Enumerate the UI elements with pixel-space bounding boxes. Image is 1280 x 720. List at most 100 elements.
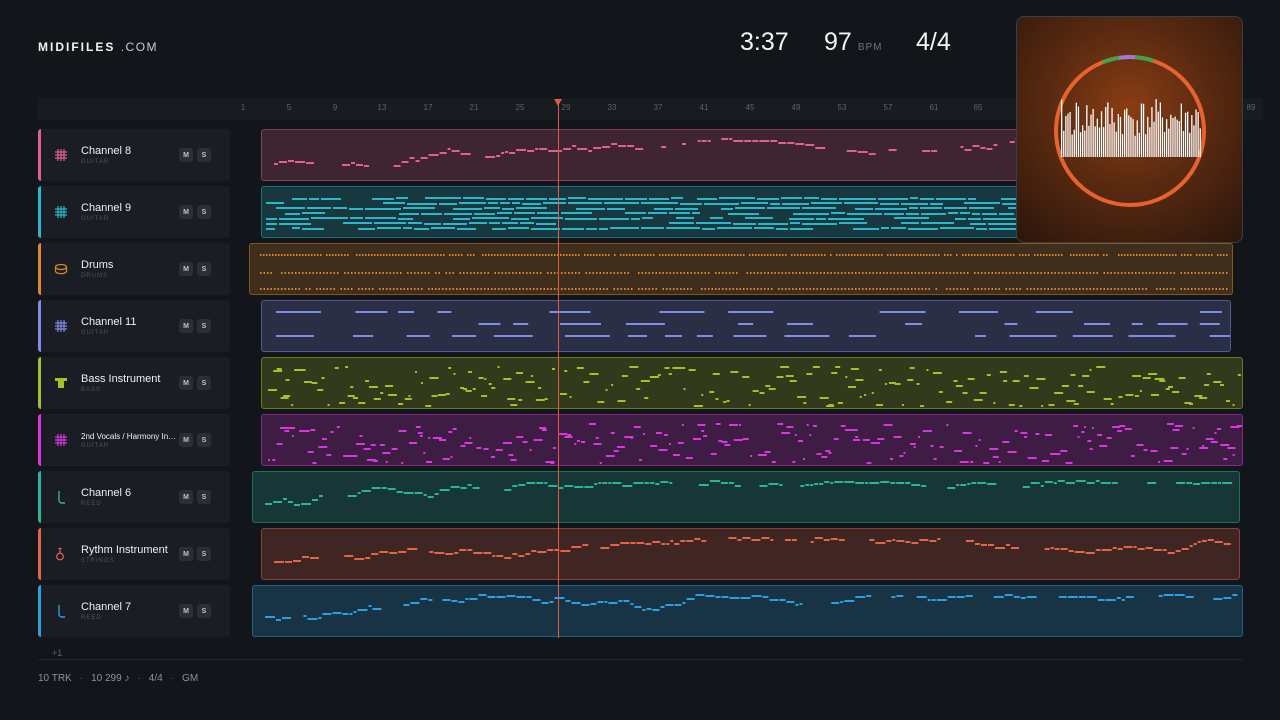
midi-note	[485, 156, 496, 158]
midi-note	[564, 272, 566, 274]
midi-note	[993, 402, 996, 404]
midi-note	[263, 272, 265, 274]
midi-note	[865, 482, 869, 484]
mute-button[interactable]: M	[179, 205, 193, 219]
midi-note	[408, 395, 411, 397]
visualizer-bar	[1098, 127, 1101, 157]
midi-note	[674, 543, 680, 545]
midi-note	[484, 207, 500, 209]
midi-note	[967, 272, 969, 274]
track-lane[interactable]	[261, 300, 1231, 352]
midi-note	[855, 436, 859, 438]
solo-button[interactable]: S	[197, 148, 211, 162]
track-lane[interactable]	[261, 357, 1243, 409]
midi-note	[908, 254, 910, 256]
timeline-ruler[interactable]: 1 5 9 13 17 21 25 29 33 37 41 45 49 53 57 61 65 89	[38, 98, 1263, 120]
midi-note	[596, 272, 598, 274]
midi-note	[953, 272, 955, 274]
track-header[interactable]: Channel 8 GUITAR M S	[38, 129, 230, 181]
midi-note	[1142, 377, 1151, 379]
midi-note	[697, 272, 699, 274]
midi-note	[649, 198, 669, 200]
midi-note	[1001, 254, 1003, 256]
midi-note	[1058, 596, 1067, 598]
solo-button[interactable]: S	[197, 604, 211, 618]
solo-button[interactable]: S	[197, 205, 211, 219]
midi-note	[536, 288, 538, 290]
midi-note	[991, 272, 993, 274]
midi-note	[729, 272, 731, 274]
ruler-tick: 57	[883, 103, 893, 112]
mute-button[interactable]: M	[179, 148, 193, 162]
track-lane[interactable]	[252, 471, 1240, 523]
midi-note	[709, 391, 715, 393]
midi-note	[1085, 254, 1087, 256]
mute-button[interactable]: M	[179, 319, 193, 333]
track-header[interactable]: Rythm Instrument STRINGS M S	[38, 528, 230, 580]
midi-note	[453, 208, 482, 210]
midi-note	[600, 401, 605, 403]
mute-button[interactable]: M	[179, 376, 193, 390]
midi-note	[987, 544, 994, 546]
track-header[interactable]: Channel 6 REED M S	[38, 471, 230, 523]
midi-note	[521, 254, 523, 256]
midi-note	[818, 254, 820, 256]
midi-note	[1058, 288, 1060, 290]
midi-note	[1099, 445, 1108, 447]
track-header[interactable]: Drums DRUMS M S	[38, 243, 230, 295]
midi-note	[333, 288, 335, 290]
solo-button[interactable]: S	[197, 262, 211, 276]
track-header[interactable]: 2nd Vocals / Harmony Ins... GUITAR M S	[38, 414, 230, 466]
midi-note	[1110, 403, 1114, 405]
midi-note	[668, 254, 670, 256]
midi-note	[821, 456, 828, 458]
midi-note	[377, 227, 401, 229]
solo-button[interactable]: S	[197, 490, 211, 504]
midi-note	[502, 208, 514, 210]
track-lane[interactable]	[249, 243, 1233, 295]
mute-button[interactable]: M	[179, 490, 193, 504]
midi-note	[988, 223, 1019, 225]
midi-note	[281, 272, 283, 274]
midi-note	[809, 434, 812, 436]
track-header[interactable]: Channel 7 REED M S	[38, 585, 230, 637]
midi-note	[531, 228, 560, 230]
track-header[interactable]: Bass Instrument BASS M S	[38, 357, 230, 409]
midi-note	[1222, 272, 1224, 274]
midi-note	[836, 254, 838, 256]
mute-button[interactable]: M	[179, 433, 193, 447]
midi-note	[649, 376, 659, 378]
midi-note	[260, 288, 262, 290]
midi-note	[789, 218, 814, 220]
mute-button[interactable]: M	[179, 262, 193, 276]
playhead-handle[interactable]	[554, 99, 562, 106]
track-header[interactable]: Channel 9 GUITAR M S	[38, 186, 230, 238]
midi-note	[266, 254, 268, 256]
solo-button[interactable]: S	[197, 547, 211, 561]
midi-note	[998, 254, 1000, 256]
track-lane[interactable]	[261, 414, 1243, 466]
track-lane[interactable]	[261, 528, 1240, 580]
midi-note	[398, 551, 407, 553]
midi-note	[725, 272, 727, 274]
midi-note	[503, 254, 505, 256]
midi-note	[419, 435, 423, 437]
midi-note	[548, 254, 550, 256]
midi-note	[634, 606, 642, 608]
mute-button[interactable]: M	[179, 547, 193, 561]
midi-note	[742, 438, 749, 440]
track-header[interactable]: Channel 11 GUITAR M S	[38, 300, 230, 352]
solo-button[interactable]: S	[197, 319, 211, 333]
midi-note	[641, 272, 643, 274]
solo-button[interactable]: S	[197, 376, 211, 390]
track-color-bar	[38, 414, 41, 466]
midi-note	[290, 254, 292, 256]
playhead[interactable]	[558, 100, 559, 638]
visualizer-bar	[1151, 106, 1153, 157]
track-lane[interactable]	[252, 585, 1243, 637]
solo-button[interactable]: S	[197, 433, 211, 447]
midi-note	[307, 451, 314, 453]
midi-note	[1148, 373, 1158, 375]
more-tracks-indicator[interactable]: +1	[52, 648, 63, 658]
mute-button[interactable]: M	[179, 604, 193, 618]
